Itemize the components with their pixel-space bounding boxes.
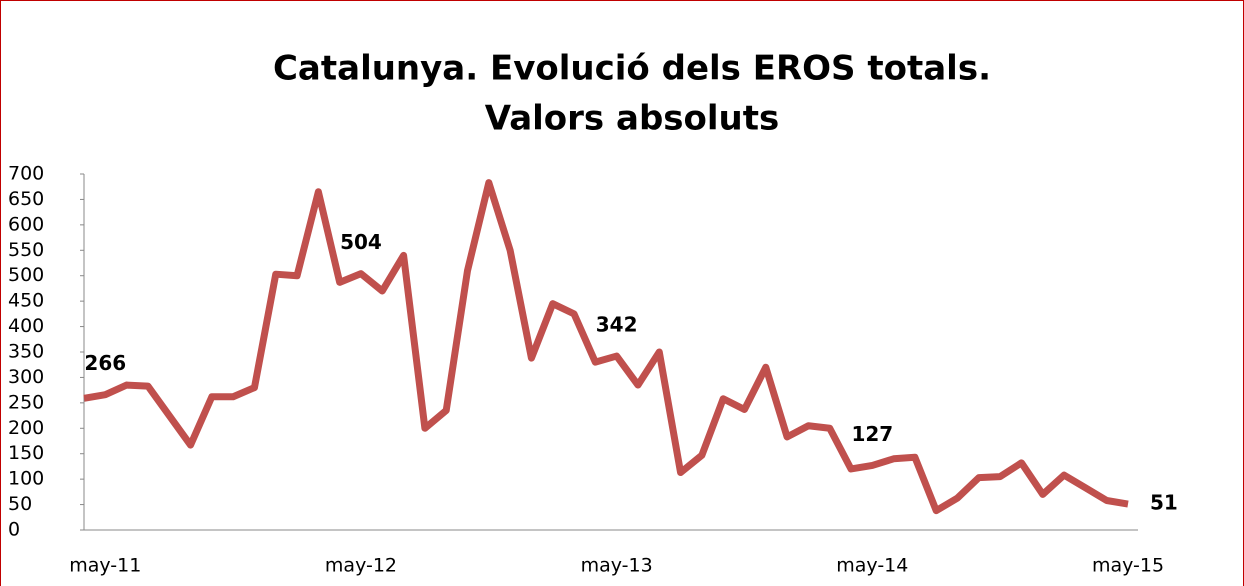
- y-tick-label: 50: [8, 493, 32, 515]
- y-tick-label: 650: [8, 188, 44, 210]
- y-tick-label: 350: [8, 341, 44, 363]
- y-tick-label: 200: [8, 417, 44, 439]
- y-tick-label: 500: [8, 264, 44, 286]
- data-label: 127: [851, 422, 893, 446]
- data-label: 504: [340, 230, 382, 254]
- x-tick-label: may-13: [581, 555, 653, 577]
- chart-title: Valors absoluts: [485, 99, 779, 139]
- x-tick-label: may-12: [325, 555, 397, 577]
- y-tick-label: 100: [8, 468, 44, 490]
- y-tick-label: 150: [8, 442, 44, 464]
- x-tick-label: may-15: [1092, 555, 1164, 577]
- line: [83, 179, 1129, 515]
- x-tick-label: may-14: [836, 555, 908, 577]
- x-tick-label: may-11: [69, 555, 141, 577]
- data-label: 342: [596, 313, 638, 337]
- y-tick-label: 450: [8, 290, 44, 312]
- chart-title: Catalunya. Evolució dels EROS totals.: [273, 49, 991, 89]
- y-tick-label: 700: [8, 163, 44, 185]
- y-tick-label: 250: [8, 391, 44, 413]
- data-label: 266: [84, 351, 126, 375]
- data-label: 51: [1150, 491, 1178, 515]
- y-tick-label: 400: [8, 315, 44, 337]
- y-tick-label: 300: [8, 366, 44, 388]
- y-tick-label: 0: [8, 519, 20, 541]
- y-tick-label: 600: [8, 213, 44, 235]
- y-tick-label: 550: [8, 239, 44, 261]
